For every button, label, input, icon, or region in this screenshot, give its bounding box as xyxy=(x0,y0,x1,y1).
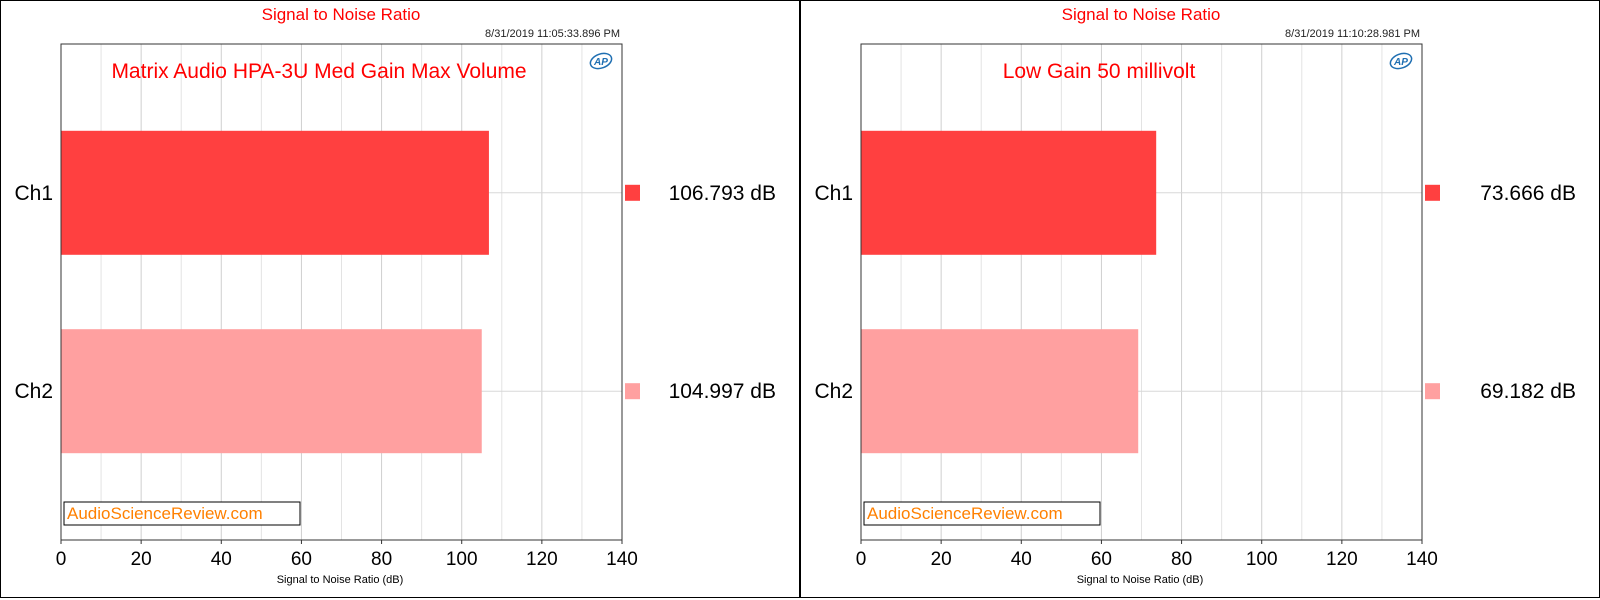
x-tick-label: 60 xyxy=(291,549,312,570)
x-tick-label: 80 xyxy=(1171,549,1192,570)
category-label-ch1: Ch1 xyxy=(814,182,853,205)
x-tick-label: 120 xyxy=(526,549,558,570)
ap-logo-text: AP xyxy=(593,57,608,68)
ap-logo-ring xyxy=(1389,52,1413,70)
value-label-ch2: 69.182 dB xyxy=(1480,380,1576,403)
legend-swatch-ch2 xyxy=(625,383,640,400)
watermark-box xyxy=(863,501,1101,526)
ap-logo-icon: AP xyxy=(589,52,613,70)
x-tick-label: 20 xyxy=(131,549,152,570)
value-label-ch1: 106.793 dB xyxy=(669,182,776,205)
watermark-text: AudioScienceReview.com xyxy=(67,504,263,523)
x-tick-label: 80 xyxy=(371,549,392,570)
chart-title: Signal to Noise Ratio xyxy=(262,5,421,24)
x-tick-label: 40 xyxy=(1011,549,1032,570)
chart-panel-left: Signal to Noise Ratio 8/31/2019 11:05:33.… xyxy=(0,0,800,598)
value-label-ch1: 73.666 dB xyxy=(1480,182,1576,205)
legend-swatch-ch2 xyxy=(1425,383,1440,400)
x-axis-label: Signal to Noise Ratio (dB) xyxy=(1077,574,1204,586)
x-tick-label: 40 xyxy=(211,549,232,570)
watermark-box xyxy=(63,501,301,526)
bar-ch2 xyxy=(61,329,482,454)
x-tick-label: 140 xyxy=(1406,549,1438,570)
legend-swatch-ch1 xyxy=(1425,184,1440,201)
x-tick-label: 140 xyxy=(606,549,638,570)
chart-annotation: Low Gain 50 millivolt xyxy=(1003,60,1196,83)
ap-logo-ring xyxy=(589,52,613,70)
plot-border xyxy=(860,43,1423,541)
x-tick-label: 100 xyxy=(446,549,478,570)
chart-timestamp: 8/31/2019 11:10:28.981 PM xyxy=(1285,28,1420,40)
x-tick-label: 60 xyxy=(1091,549,1112,570)
ap-logo-text: AP xyxy=(1393,57,1408,68)
x-tick-label: 100 xyxy=(1246,549,1278,570)
category-label-ch1: Ch1 xyxy=(14,182,53,205)
x-tick-label: 0 xyxy=(56,549,67,570)
bar-ch2 xyxy=(861,329,1139,454)
chart-title: Signal to Noise Ratio xyxy=(1062,5,1221,24)
chart-svg-left: Signal to Noise Ratio 8/31/2019 11:05:33.… xyxy=(14,5,776,586)
category-label-ch2: Ch2 xyxy=(14,380,53,403)
x-tick-label: 120 xyxy=(1326,549,1358,570)
chart-svg-right: Signal to Noise Ratio 8/31/2019 11:10:28.… xyxy=(814,5,1576,586)
category-label-ch2: Ch2 xyxy=(814,380,853,403)
chart-annotation: Matrix Audio HPA-3U Med Gain Max Volume xyxy=(111,60,526,83)
chart-timestamp: 8/31/2019 11:05:33.896 PM xyxy=(485,28,620,40)
value-label-ch2: 104.997 dB xyxy=(669,380,776,403)
bar-ch1 xyxy=(861,130,1157,255)
x-tick-label: 0 xyxy=(856,549,867,570)
x-axis-label: Signal to Noise Ratio (dB) xyxy=(277,574,404,586)
legend-swatch-ch1 xyxy=(625,184,640,201)
chart-panel-right: Signal to Noise Ratio 8/31/2019 11:10:28.… xyxy=(800,0,1600,598)
ap-logo-icon: AP xyxy=(1389,52,1413,70)
watermark-text: AudioScienceReview.com xyxy=(867,504,1063,523)
bar-ch1 xyxy=(61,130,489,255)
plot-border xyxy=(60,43,623,541)
x-tick-label: 20 xyxy=(931,549,952,570)
